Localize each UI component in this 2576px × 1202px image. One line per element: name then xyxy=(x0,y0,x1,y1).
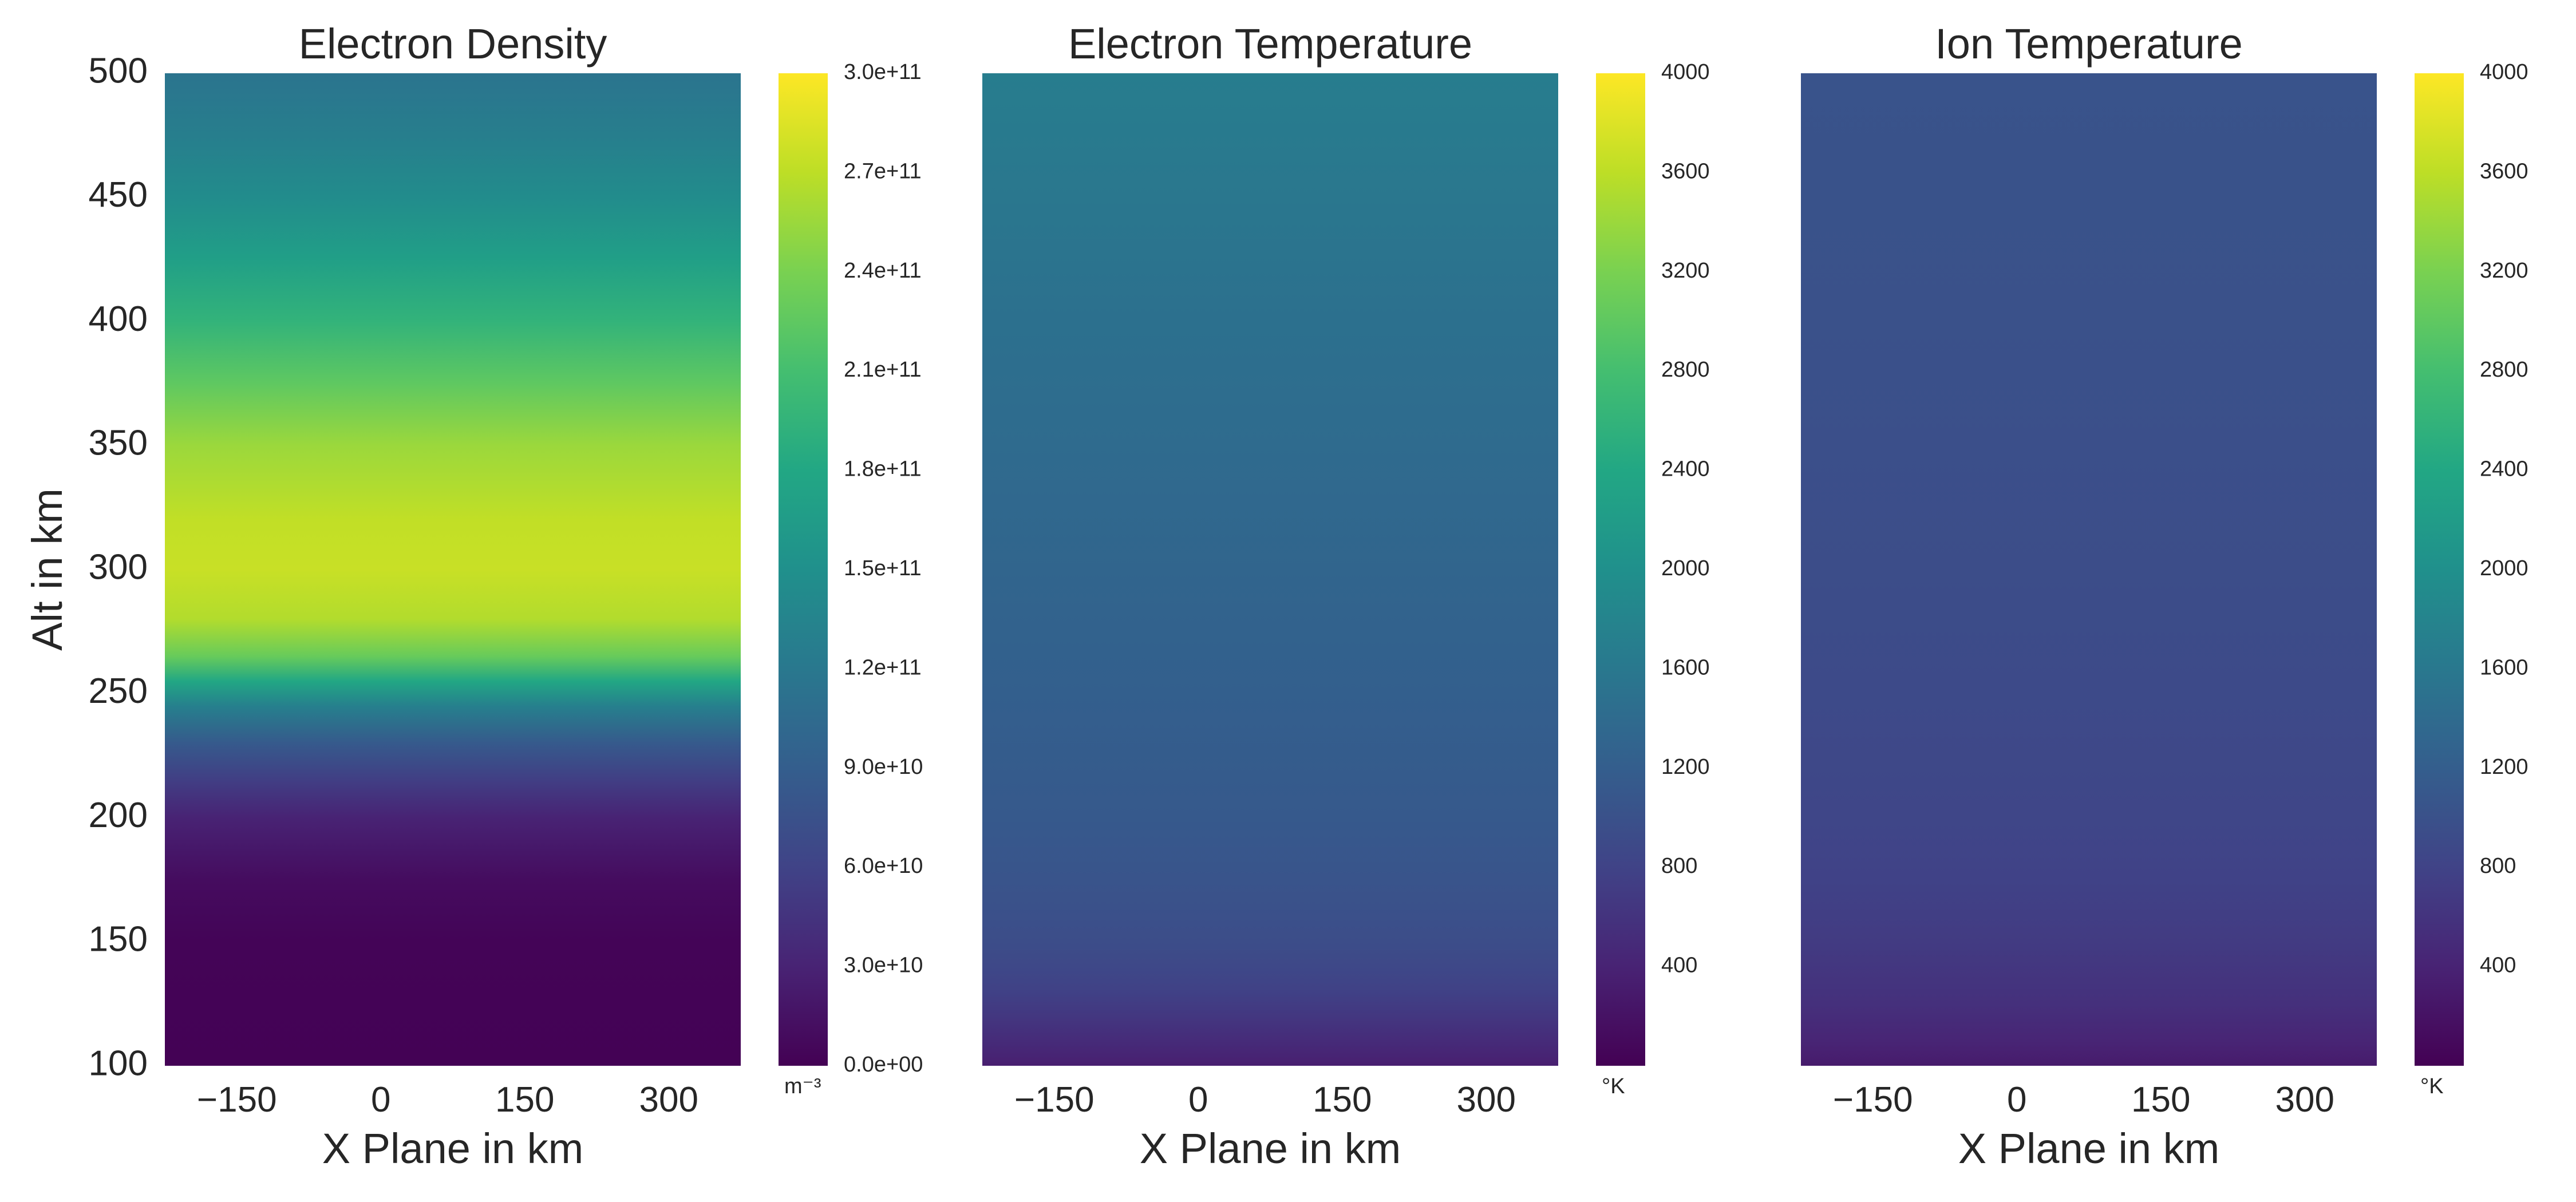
colorbar-tick-label: 4000 xyxy=(1661,60,1710,84)
x-tick-label: 300 xyxy=(1457,1080,1516,1120)
x-tick-label: 0 xyxy=(1188,1080,1208,1120)
y-tick-label: 400 xyxy=(89,299,148,339)
colorbar xyxy=(2415,73,2464,1066)
x-tick-label: 0 xyxy=(2007,1080,2026,1120)
colorbar-tick-label: 3.0e+11 xyxy=(844,60,922,84)
x-tick-label: −150 xyxy=(197,1080,277,1120)
x-axis-label: X Plane in km xyxy=(322,1125,584,1172)
x-tick-label: −150 xyxy=(1833,1080,1913,1120)
colorbar-tick-label: 3600 xyxy=(2480,159,2528,183)
colorbar-tick-label: 1.5e+11 xyxy=(844,556,922,580)
colorbar-tick-label: 2400 xyxy=(1661,457,1710,481)
colorbar-tick-label: 1600 xyxy=(1661,655,1710,679)
chart-title: Electron Density xyxy=(299,20,607,68)
colorbar-tick-label: 1.2e+11 xyxy=(844,655,922,679)
colorbar-tick-label: 800 xyxy=(1661,854,1697,878)
x-tick-label: 150 xyxy=(1313,1080,1372,1120)
y-tick-label: 500 xyxy=(89,51,148,90)
colorbar-tick-label: 2000 xyxy=(1661,556,1710,580)
colorbar-tick-label: 3200 xyxy=(2480,259,2528,283)
colorbar-tick-label: 2.7e+11 xyxy=(844,159,922,183)
y-tick-label: 450 xyxy=(89,175,148,215)
y-tick-label: 300 xyxy=(89,547,148,587)
chart-title: Ion Temperature xyxy=(1935,20,2243,68)
x-tick-label: 150 xyxy=(2131,1080,2190,1120)
colorbar-tick-label: 400 xyxy=(1661,954,1697,978)
heatmap xyxy=(165,73,741,1066)
colorbar-tick-label: 4000 xyxy=(2480,60,2528,84)
heatmap xyxy=(982,73,1558,1066)
colorbar-tick-label: 2000 xyxy=(2480,556,2528,580)
x-tick-label: 300 xyxy=(639,1080,698,1120)
x-tick-label: 0 xyxy=(371,1080,390,1120)
colorbar-tick-label: 2.1e+11 xyxy=(844,358,922,382)
x-axis-label: X Plane in km xyxy=(1140,1125,1401,1172)
panel-3: 400 800 1200 1600 2000 2400 2800 3200 3600 4000 °K… xyxy=(1801,20,2528,1172)
y-tick-label: 150 xyxy=(89,920,148,959)
colorbar-tick-label: 1600 xyxy=(2480,655,2528,679)
y-tick-label: 250 xyxy=(89,671,148,711)
panel-2: 400 800 1200 1600 2000 2400 2800 3200 3600 4000 °K… xyxy=(982,20,1710,1172)
y-tick-label: 100 xyxy=(89,1043,148,1083)
x-tick-label: 150 xyxy=(495,1080,554,1120)
colorbar-tick-label: 1200 xyxy=(2480,755,2528,779)
colorbar xyxy=(779,73,828,1066)
colorbar-tick-label: 1.8e+11 xyxy=(844,457,922,481)
colorbar-unit-label: °K xyxy=(2420,1074,2444,1098)
colorbar-tick-label: 2400 xyxy=(2480,457,2528,481)
panel-1: 0.0e+00 3.0e+10 6.0e+10 9.0e+10 1.2e+11 1.5e+… xyxy=(23,20,923,1172)
x-tick-label: 300 xyxy=(2275,1080,2334,1120)
chart-title: Electron Temperature xyxy=(1068,20,1472,68)
x-tick-label: −150 xyxy=(1014,1080,1095,1120)
colorbar-tick-label: 2800 xyxy=(2480,358,2528,382)
colorbar-tick-label: 9.0e+10 xyxy=(844,755,923,779)
colorbar-unit-label: °K xyxy=(1602,1074,1625,1098)
colorbar-tick-label: 2800 xyxy=(1661,358,1710,382)
colorbar-tick-label: 3200 xyxy=(1661,259,1710,283)
colorbar xyxy=(1596,73,1645,1066)
y-tick-label: 350 xyxy=(89,424,148,463)
heatmap xyxy=(1801,73,2377,1066)
y-axis-label: Alt in km xyxy=(23,488,71,651)
colorbar-tick-label: 400 xyxy=(2480,954,2516,978)
colorbar-tick-label: 2.4e+11 xyxy=(844,259,922,283)
y-tick-label: 200 xyxy=(89,796,148,835)
colorbar-tick-label: 3600 xyxy=(1661,159,1710,183)
x-axis-label: X Plane in km xyxy=(1958,1125,2220,1172)
colorbar-tick-label: 0.0e+00 xyxy=(844,1053,923,1077)
colorbar-tick-label: 6.0e+10 xyxy=(844,854,923,878)
colorbar-tick-label: 800 xyxy=(2480,854,2516,878)
colorbar-unit-label: m⁻³ xyxy=(784,1074,821,1098)
colorbar-tick-label: 1200 xyxy=(1661,755,1710,779)
colorbar-tick-label: 3.0e+10 xyxy=(844,954,923,978)
